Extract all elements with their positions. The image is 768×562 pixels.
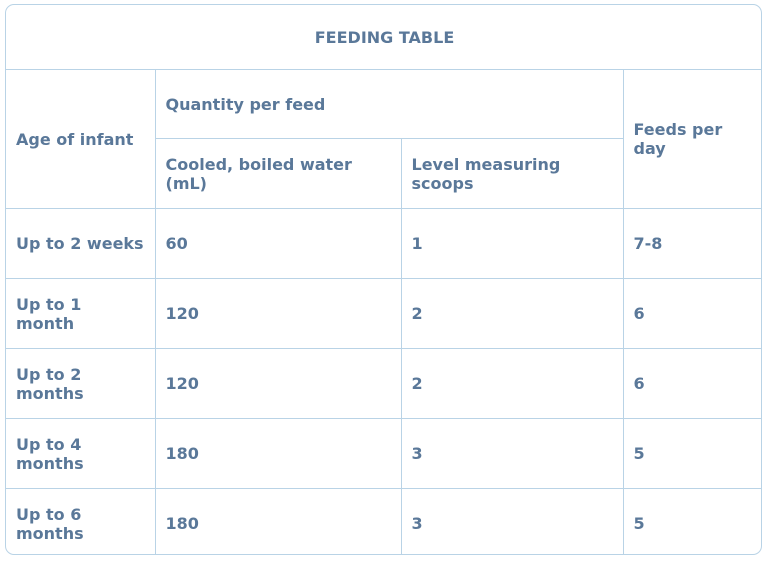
cell-scoops: 2 [400, 348, 624, 419]
table-row: Up to 2 months 120 2 6 [6, 348, 761, 419]
cell-feeds: 6 [622, 348, 761, 419]
header-age: Age of infant [6, 69, 156, 209]
cell-water: 180 [154, 418, 402, 489]
cell-age: Up to 4 months [6, 418, 156, 489]
cell-feeds: 7-8 [622, 208, 761, 279]
cell-scoops: 3 [400, 488, 624, 554]
cell-age: Up to 2 months [6, 348, 156, 419]
feeding-table-container: FEEDING TABLE Age of infant Quantity per… [5, 4, 762, 555]
cell-feeds: 6 [622, 278, 761, 349]
cell-feeds: 5 [622, 418, 761, 489]
cell-scoops: 2 [400, 278, 624, 349]
table-title: FEEDING TABLE [6, 5, 761, 70]
cell-water: 60 [154, 208, 402, 279]
cell-age: Up to 1 month [6, 278, 156, 349]
cell-age: Up to 2 weeks [6, 208, 156, 279]
cell-water: 120 [154, 278, 402, 349]
header-scoops: Level measuring scoops [400, 138, 623, 209]
table-row: Up to 4 months 180 3 5 [6, 418, 761, 489]
header-water: Cooled, boiled water (mL) [155, 138, 402, 209]
cell-feeds: 5 [622, 488, 761, 554]
cell-water: 120 [154, 348, 402, 419]
table-row: Up to 1 month 120 2 6 [6, 278, 761, 349]
header-feeds-per-day: Feeds per day [622, 69, 761, 209]
cell-age: Up to 6 months [6, 488, 156, 554]
cell-scoops: 1 [400, 208, 624, 279]
table-row: Up to 2 weeks 60 1 7-8 [6, 208, 761, 279]
cell-scoops: 3 [400, 418, 624, 489]
table-row: Up to 6 months 180 3 5 [6, 488, 761, 554]
header-quantity-per-feed: Quantity per feed [154, 69, 624, 139]
cell-water: 180 [154, 488, 402, 554]
feeding-table: FEEDING TABLE Age of infant Quantity per… [6, 5, 761, 554]
